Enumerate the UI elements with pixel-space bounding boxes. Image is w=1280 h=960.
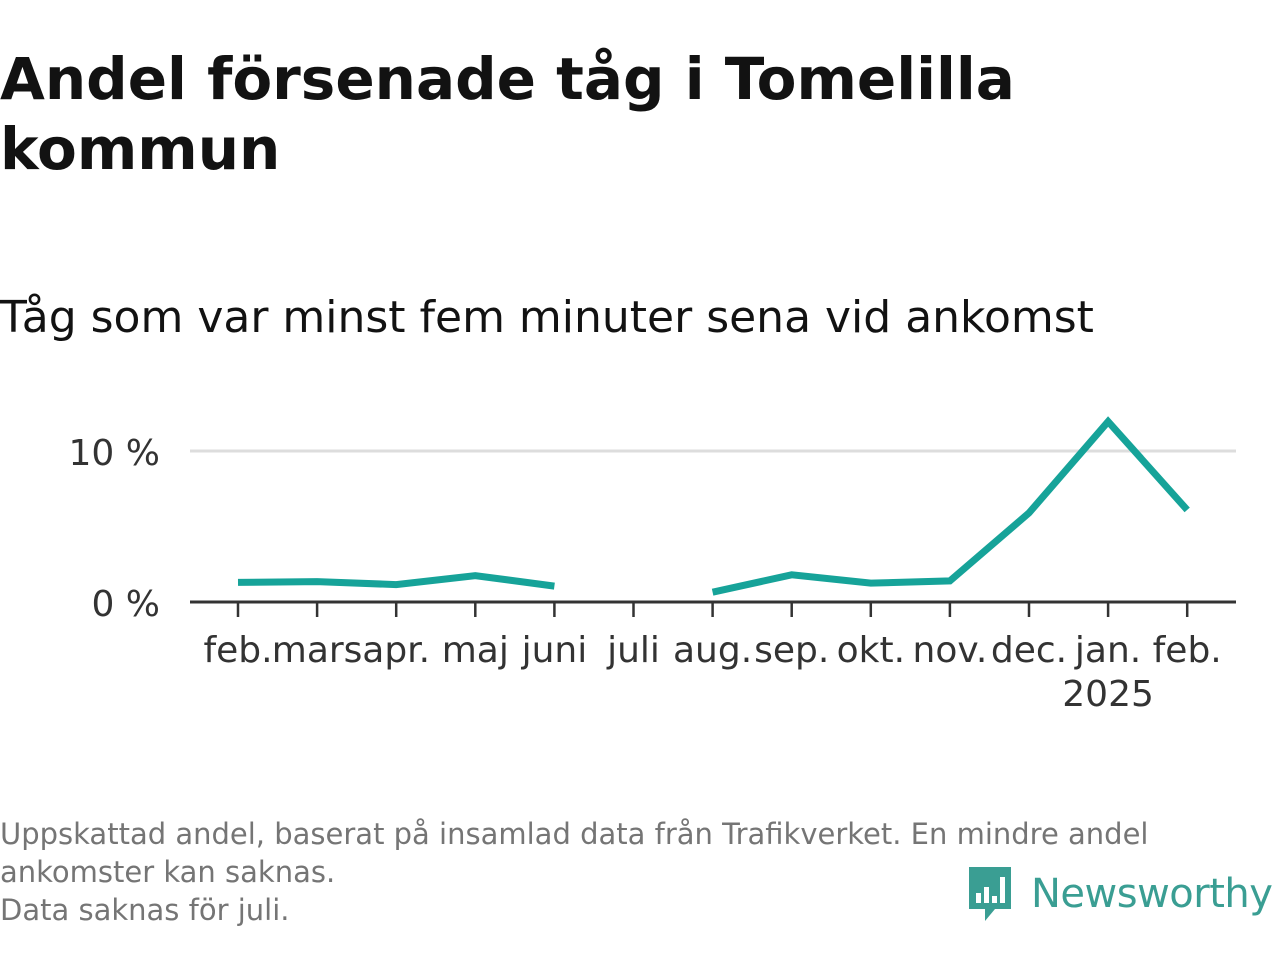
x-tick-label: okt. bbox=[837, 630, 905, 671]
chart-subtitle: Tåg som var minst fem minuter sena vid a… bbox=[0, 292, 1094, 343]
x-tick-label: jan. bbox=[1074, 630, 1141, 671]
x-tick-label: maj bbox=[442, 630, 509, 671]
x-tick-label: apr. bbox=[362, 630, 430, 671]
axis-labels: 0 %10 %feb. mars apr. maj juni juli aug. sep. ok… bbox=[69, 433, 1222, 715]
series-line bbox=[237, 572, 555, 590]
newsworthy-logo: Newsworthy bbox=[965, 862, 1273, 926]
x-tick-label: aug. bbox=[673, 630, 752, 671]
x-tick-label: sep. bbox=[754, 630, 829, 671]
x-tick-label: mars bbox=[272, 630, 363, 671]
x-tick-label: feb. bbox=[203, 630, 272, 671]
x-axis bbox=[190, 600, 1236, 617]
newsworthy-wordmark: Newsworthy bbox=[1031, 871, 1273, 917]
footnote-source: Uppskattad andel, baserat på insamlad da… bbox=[0, 817, 1149, 889]
y-tick-label: 0 % bbox=[91, 584, 160, 625]
footnote: Uppskattad andel, baserat på insamlad da… bbox=[0, 815, 1275, 929]
footnote-missing-data: Data saknas för juli. bbox=[0, 893, 290, 927]
chart-title: Andel försenade tåg i Tomelilla kommun bbox=[0, 45, 1015, 183]
newsworthy-logo-icon bbox=[969, 867, 1011, 921]
x-tick-label: juni bbox=[521, 630, 588, 671]
series-line bbox=[711, 416, 1190, 596]
x-tick-sublabel: 2025 bbox=[1062, 674, 1154, 715]
series bbox=[237, 416, 1190, 596]
x-tick-label: nov. bbox=[913, 630, 988, 671]
x-tick-label: dec. bbox=[991, 630, 1067, 671]
x-tick-label: feb. bbox=[1153, 630, 1222, 671]
y-tick-label: 10 % bbox=[69, 433, 160, 474]
x-tick-label: juli bbox=[606, 630, 660, 671]
